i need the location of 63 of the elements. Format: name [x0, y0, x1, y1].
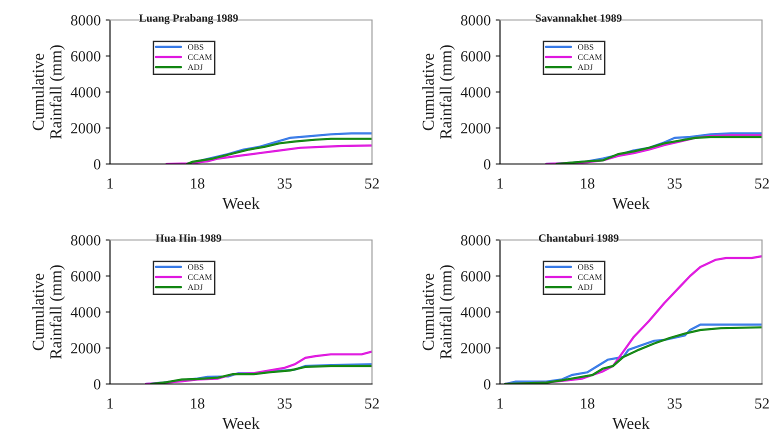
y-tick-label: 4000 [70, 87, 100, 98]
legend-label: ADJ [188, 284, 203, 290]
y-axis-title: Cumulative Rainfall (mm) [32, 265, 65, 359]
x-tick-label: 18 [581, 178, 594, 189]
x-tick-label: 52 [755, 178, 769, 189]
y-tick-label: 2000 [461, 343, 490, 354]
y-axis-title: Cumulative Rainfall (mm) [32, 45, 65, 139]
y-tick-label: 0 [94, 159, 100, 170]
x-tick-label: 52 [365, 178, 379, 189]
legend-label: CCAM [578, 274, 602, 280]
y-tick-label: 0 [484, 159, 490, 170]
x-tick-label: 18 [581, 398, 594, 409]
chart-title: Chantaburi 1989 [538, 234, 618, 242]
x-tick-label: 18 [191, 398, 204, 409]
line-series [165, 144, 372, 164]
line-series [144, 350, 372, 384]
legend-label: CCAM [188, 54, 212, 60]
x-tick-label: 1 [498, 398, 503, 408]
y-tick-label: 8000 [461, 15, 490, 26]
legend-label: OBS [578, 44, 594, 50]
x-tick-label: 52 [755, 398, 769, 409]
x-tick-label: 35 [278, 178, 292, 189]
chart-title: Luang Prabang 1989 [139, 14, 238, 24]
y-axis-title: Cumulative Rainfall (mm) [422, 45, 455, 139]
legend-label: OBS [188, 264, 204, 270]
y-tick-label: 0 [484, 379, 490, 390]
y-tick-label: 4000 [460, 307, 490, 318]
y-tick-label: 2000 [71, 123, 100, 134]
x-tick-label: 18 [191, 178, 204, 189]
line-series [186, 138, 372, 164]
chart-title: Savannakhet 1989 [536, 14, 622, 22]
x-axis-title: Week [612, 197, 650, 210]
y-tick-label: 6000 [71, 51, 100, 62]
x-tick-label: 35 [668, 178, 682, 189]
chart-title: Hua Hin 1989 [156, 234, 222, 242]
x-tick-label: 1 [498, 178, 503, 188]
x-tick-label: 1 [108, 398, 113, 408]
y-tick-label: 8000 [71, 235, 100, 246]
legend-label: CCAM [188, 274, 212, 280]
legend-label: OBS [188, 44, 204, 50]
legend-label: ADJ [188, 64, 203, 70]
y-tick-label: 8000 [71, 15, 100, 26]
legend-label: CCAM [578, 54, 602, 60]
y-tick-label: 8000 [461, 235, 490, 246]
legend-label: OBS [578, 264, 594, 270]
legend-label: ADJ [578, 64, 593, 70]
legend-label: ADJ [578, 284, 593, 290]
y-axis-title: Cumulative Rainfall (mm) [422, 265, 455, 359]
x-tick-label: 1 [108, 178, 113, 188]
x-axis-title: Week [222, 197, 260, 210]
y-tick-label: 4000 [70, 307, 100, 318]
x-tick-label: 35 [278, 398, 292, 409]
y-tick-label: 2000 [461, 123, 490, 134]
y-tick-label: 6000 [461, 51, 490, 62]
y-tick-label: 0 [94, 379, 100, 390]
x-tick-label: 35 [668, 398, 682, 409]
x-axis-title: Week [222, 417, 260, 430]
y-tick-label: 6000 [461, 271, 490, 282]
y-tick-label: 6000 [71, 271, 100, 282]
x-tick-label: 52 [365, 398, 379, 409]
y-tick-label: 2000 [71, 343, 100, 354]
x-axis-title: Week [612, 417, 650, 430]
y-tick-label: 4000 [460, 87, 490, 98]
